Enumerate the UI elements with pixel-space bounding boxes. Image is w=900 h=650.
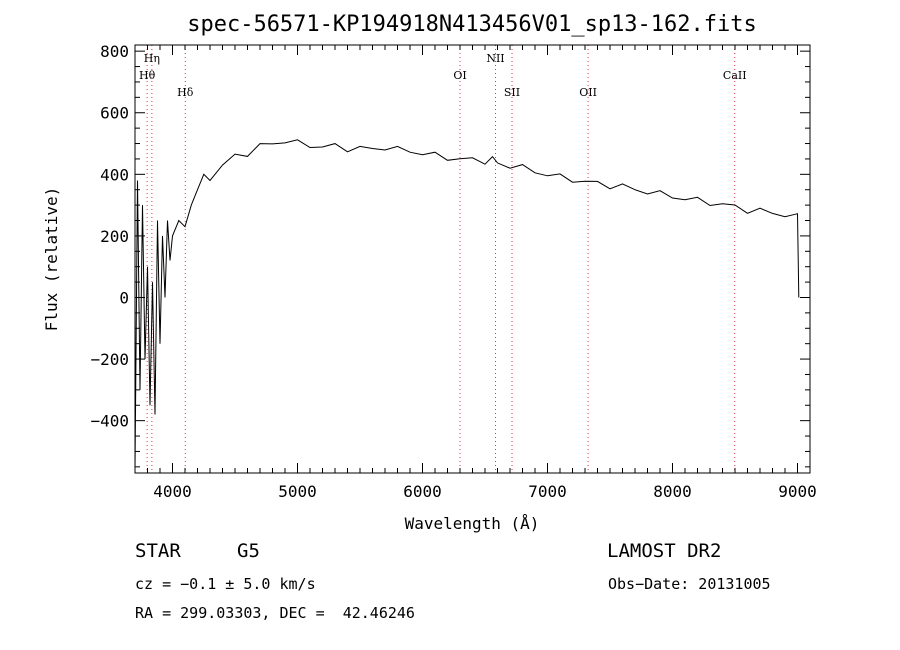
spectral-line-label: Hη <box>144 52 160 65</box>
x-tick-label: 8000 <box>653 482 692 501</box>
plot-frame <box>134 44 811 474</box>
spectral-line-label: SII <box>504 86 520 99</box>
spectral-line-label: Hθ <box>139 69 156 82</box>
y-axis-label: Flux (relative) <box>42 187 61 332</box>
redshift-text: cz = −0.1 ± 5.0 km/s <box>135 575 316 593</box>
y-tick-label: −400 <box>90 412 129 431</box>
spectral-line-label: OII <box>579 86 597 99</box>
obs-date-text: Obs−Date: 20131005 <box>608 575 771 593</box>
y-tick-label: −200 <box>90 350 129 369</box>
y-tick-label: 600 <box>100 104 129 123</box>
spectral-line-label: Hδ <box>177 86 194 99</box>
object-subclass: G5 <box>237 540 260 562</box>
y-tick-label: 200 <box>100 227 129 246</box>
x-axis-label: Wavelength (Å) <box>405 514 540 533</box>
x-tick-label: 7000 <box>528 482 567 501</box>
coordinates-text: RA = 299.03303, DEC = 42.46246 <box>135 604 415 622</box>
y-tick-label: 800 <box>100 42 129 61</box>
spectral-line-label: CaII <box>723 69 747 82</box>
y-axis: −400 −200 0 200 400 600 800 <box>90 42 810 468</box>
y-tick-label: 400 <box>100 165 129 184</box>
spectrum-line <box>134 139 800 470</box>
chart-title: spec-56571-KP194918N413456V01_sp13-162.f… <box>187 12 757 37</box>
x-tick-label: 9000 <box>778 482 817 501</box>
spectral-line-label: OI <box>453 69 466 82</box>
survey-name: LAMOST DR2 <box>607 540 722 562</box>
x-tick-label: 6000 <box>403 482 442 501</box>
spectral-lines-layer: Hη Hθ Hδ OI NII SII OII CaII <box>139 45 747 473</box>
object-type: STAR <box>135 540 181 562</box>
spectral-line-label: NII <box>486 52 504 65</box>
x-axis: 4000 5000 6000 7000 8000 9000 <box>134 45 817 501</box>
x-tick-label: 4000 <box>153 482 192 501</box>
y-tick-label: 0 <box>119 288 129 307</box>
x-tick-label: 5000 <box>278 482 317 501</box>
